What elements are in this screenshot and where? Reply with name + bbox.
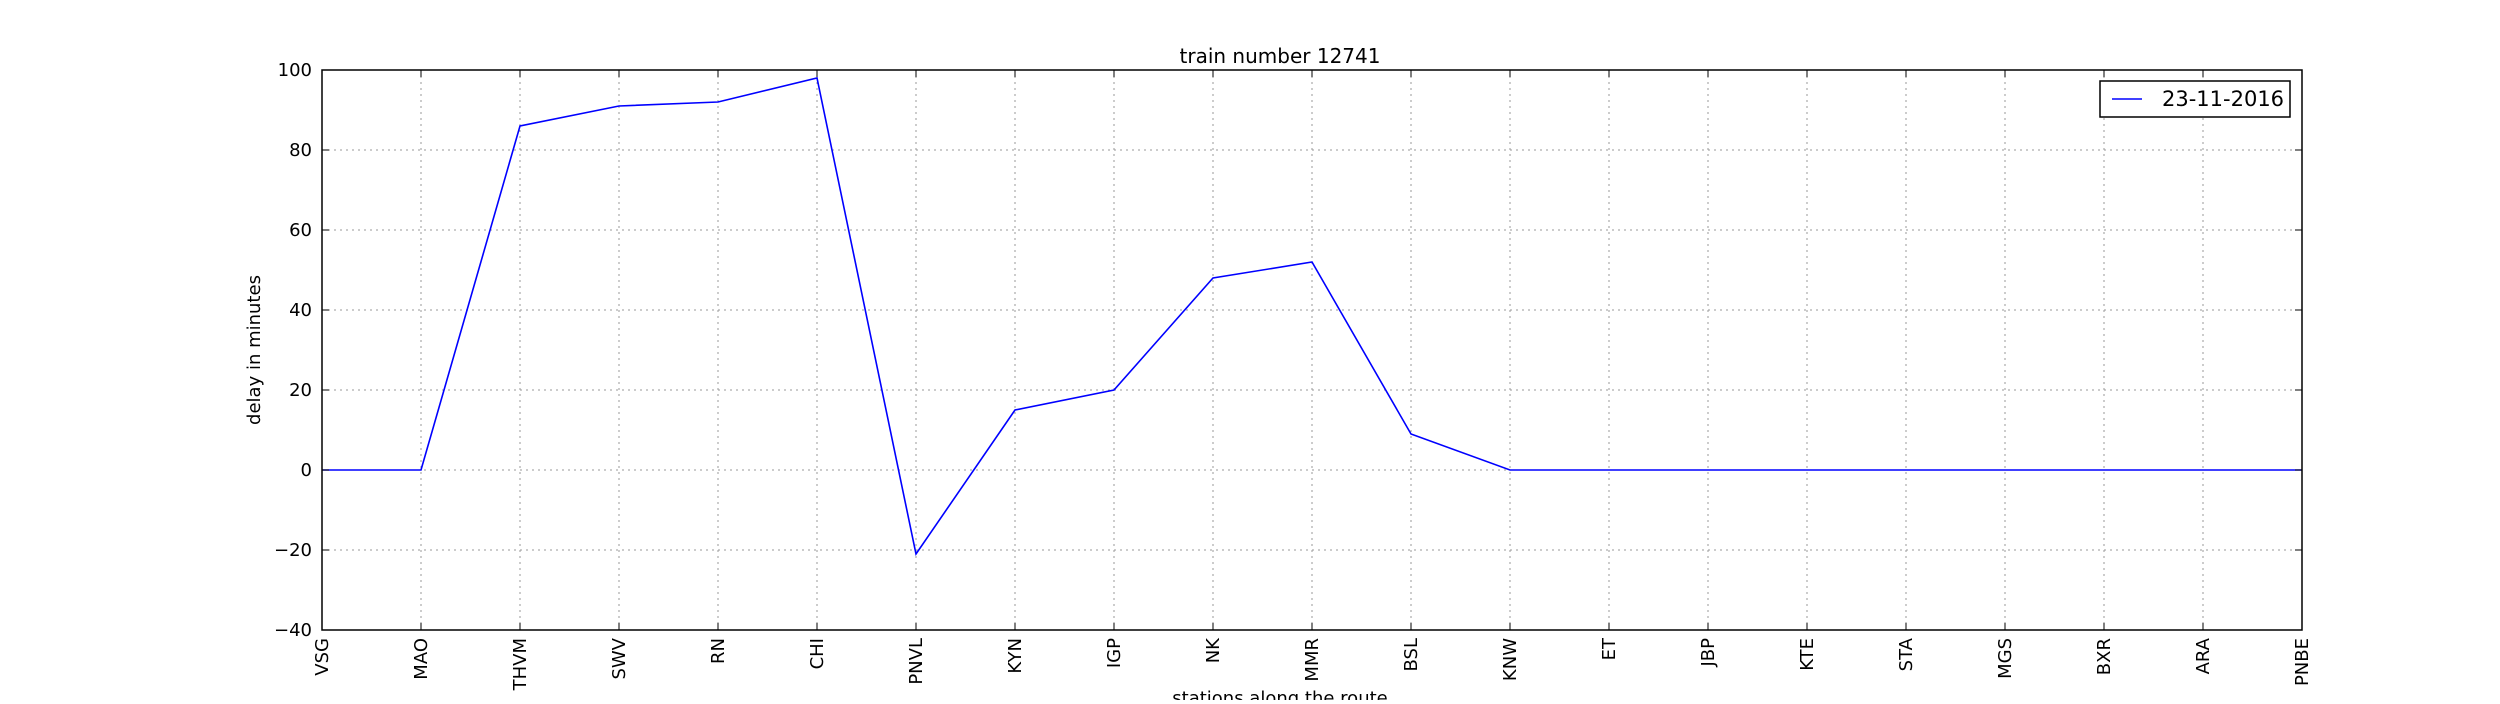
x-tick-label: KNW: [1500, 638, 1521, 681]
x-tick-label: KYN: [1005, 638, 1026, 674]
x-tick-label: NK: [1203, 637, 1224, 663]
x-tick-label: JBP: [1698, 638, 1719, 668]
x-tick-label: BSL: [1401, 638, 1422, 672]
x-tick-label: ARA: [2193, 637, 2214, 674]
y-tick-label: 100: [278, 60, 312, 81]
x-tick-label: PNBE: [2292, 638, 2313, 686]
x-tick-label: KTE: [1797, 638, 1818, 671]
x-tick-label: MMR: [1302, 638, 1323, 682]
x-tick-label: STA: [1896, 637, 1917, 671]
y-axis-label: delay in minutes: [244, 275, 265, 425]
x-tick-label: VSG: [312, 638, 333, 676]
x-tick-label: BXR: [2094, 638, 2115, 675]
y-tick-label: 20: [289, 380, 312, 401]
x-tick-label: RN: [708, 638, 729, 664]
x-tick-label: SWV: [609, 637, 630, 679]
axis-ticks: VSG MAO THVM SWV RN CHI PNVL KYN IGP NK MMR BSL KNW E…: [274, 60, 2313, 691]
y-tick-label: 60: [289, 220, 312, 241]
chart-title: train number 12741: [1180, 44, 1381, 68]
grid-lines: [322, 70, 2302, 630]
x-axis-label: stations along the route: [1172, 688, 1387, 700]
x-tick-label: IGP: [1104, 638, 1125, 668]
y-tick-label: 40: [289, 300, 312, 321]
x-tick-label: ET: [1599, 637, 1620, 660]
y-tick-label: 0: [301, 460, 312, 481]
x-tick-label: CHI: [807, 638, 828, 669]
series-line: [322, 77, 2302, 556]
y-tick-label: −40: [274, 620, 312, 641]
legend: 23-11-2016: [2099, 80, 2291, 118]
x-tick-label: PNVL: [906, 638, 927, 685]
x-tick-label: MAO: [411, 638, 432, 680]
y-tick-label: −20: [274, 540, 312, 561]
x-tick-label: MGS: [1995, 638, 2016, 679]
series-layer: [322, 77, 2302, 556]
y-tick-label: 80: [289, 140, 312, 161]
legend-label: 23-11-2016: [2162, 87, 2284, 111]
x-tick-label: THVM: [510, 638, 531, 691]
